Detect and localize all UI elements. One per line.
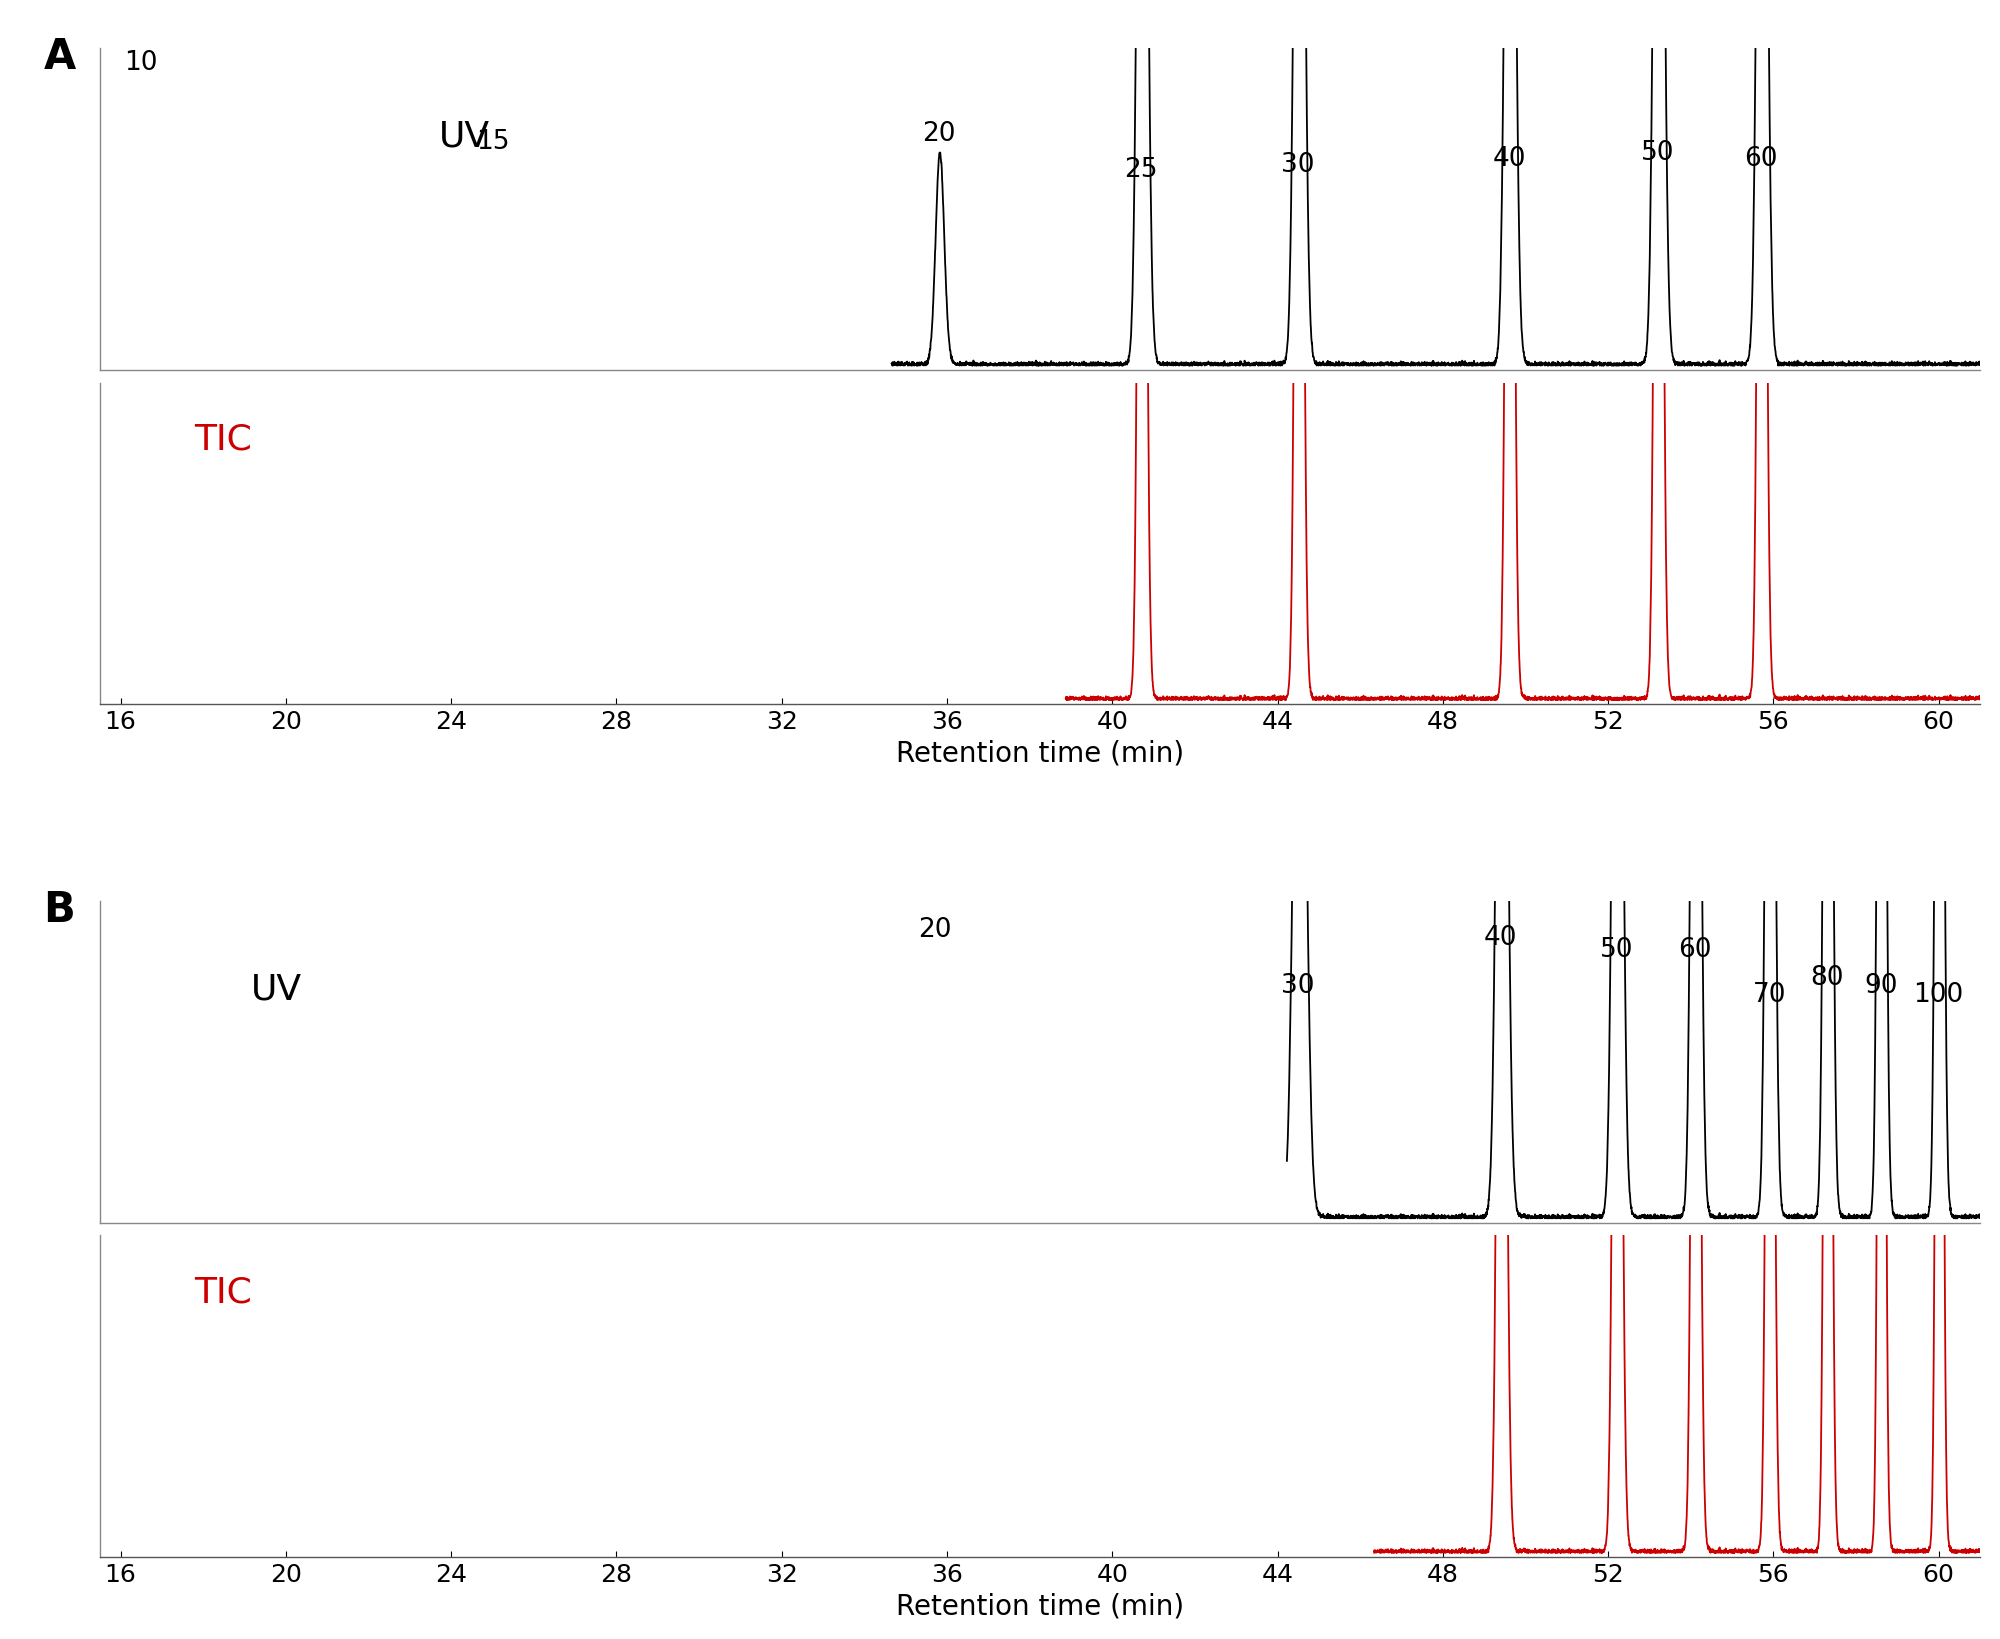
Text: 70: 70 [1752, 982, 1786, 1006]
Text: UV: UV [438, 120, 490, 154]
X-axis label: Retention time (min): Retention time (min) [896, 739, 1184, 767]
Text: 40: 40 [1492, 146, 1526, 172]
Text: 15: 15 [476, 129, 510, 154]
Text: 50: 50 [1600, 936, 1634, 962]
Text: 60: 60 [1744, 146, 1778, 172]
Text: TIC: TIC [194, 421, 252, 456]
Text: B: B [44, 888, 76, 931]
Text: UV: UV [250, 972, 302, 1006]
Text: 30: 30 [1282, 151, 1314, 177]
Text: 80: 80 [1810, 964, 1844, 990]
Text: 30: 30 [1282, 972, 1314, 998]
Text: 40: 40 [1484, 924, 1518, 951]
X-axis label: Retention time (min): Retention time (min) [896, 1591, 1184, 1619]
Text: 10: 10 [124, 49, 158, 75]
Text: 90: 90 [1864, 972, 1898, 998]
Text: TIC: TIC [194, 1274, 252, 1308]
Text: 25: 25 [1124, 157, 1158, 184]
Text: A: A [44, 36, 76, 79]
Text: 50: 50 [1640, 141, 1674, 166]
Text: 60: 60 [1678, 936, 1712, 962]
Text: 20: 20 [918, 916, 952, 942]
Text: 20: 20 [922, 120, 956, 146]
Text: 100: 100 [1914, 982, 1964, 1006]
